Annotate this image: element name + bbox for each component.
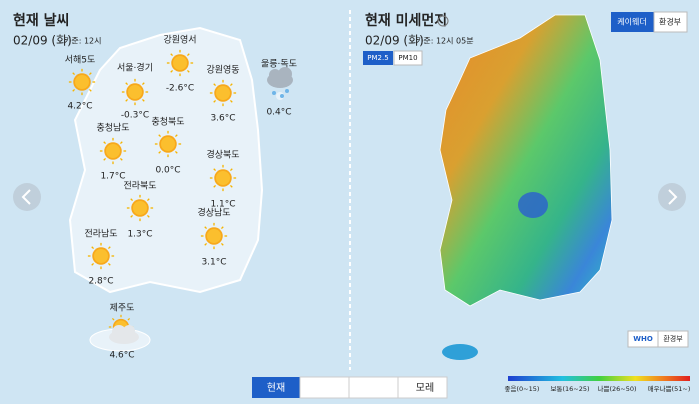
region-temp: 1.7°C xyxy=(100,172,125,182)
region-temp: 0.0°C xyxy=(155,166,180,176)
region-temp: 4.6°C xyxy=(109,351,134,361)
weather-icon xyxy=(68,68,96,96)
legend-label: 좋음(0~15) xyxy=(505,385,540,393)
region-temp: 1.3°C xyxy=(127,230,152,240)
region-name: 충청북도 xyxy=(151,117,184,128)
weather-title: 현재 날씨 xyxy=(13,13,69,29)
region-temp: 3.6°C xyxy=(210,114,235,124)
day-tab-active[interactable] xyxy=(252,377,300,398)
region-name: 울릉·독도 xyxy=(261,59,297,70)
region-name: 강원영서 xyxy=(163,35,196,46)
prev-arrow[interactable] xyxy=(13,183,41,211)
region-temp: 4.2°C xyxy=(67,102,92,112)
region-name: 서해5도 xyxy=(65,55,96,66)
region-name: 전라북도 xyxy=(123,181,156,192)
region-temp: 1.1°C xyxy=(210,200,235,210)
weather-date: 02/09 (화) xyxy=(13,34,72,48)
pm-tab-bg[interactable] xyxy=(393,50,423,66)
dust-title: 현재 미세먼지 xyxy=(365,12,447,29)
pm-tab-active[interactable] xyxy=(363,51,393,65)
standard-btn[interactable]: 환경부 xyxy=(663,334,683,343)
dust-date: 02/09 (화) xyxy=(365,34,424,48)
weather-basis: 기준: 12시 xyxy=(64,37,102,46)
pm-tab[interactable]: PM10 xyxy=(398,54,417,62)
legend-label: 나쁨(26~50) xyxy=(597,384,636,393)
day-tab-bg[interactable] xyxy=(397,376,448,399)
region-temp: 0.4°C xyxy=(266,108,291,118)
source-btn-active[interactable] xyxy=(611,12,654,32)
dust-map xyxy=(439,14,613,307)
day-tab-bg[interactable] xyxy=(299,376,350,399)
prev-arrow-icon xyxy=(21,189,31,205)
day-tab[interactable]: 모레 xyxy=(416,382,434,394)
source-btn[interactable]: 환경부 xyxy=(659,17,681,27)
weather-icon xyxy=(108,314,139,344)
weather-icon xyxy=(267,67,293,98)
region-name: 전라남도 xyxy=(84,229,117,240)
region-name: 경상북도 xyxy=(206,149,239,161)
region-temp: -0.3°C xyxy=(121,111,149,121)
dust-hotspot xyxy=(518,192,548,218)
region-temp: 3.1°C xyxy=(201,258,226,268)
region-name: 서울·경기 xyxy=(117,62,153,74)
next-arrow-icon xyxy=(668,189,678,205)
region-name: 강원영동 xyxy=(206,65,239,76)
region-name: 경상남도 xyxy=(197,207,230,219)
standard-btn-bg[interactable] xyxy=(657,330,689,348)
region-name: 충청남도 xyxy=(96,123,129,134)
jeju-dust xyxy=(442,344,478,360)
land-map xyxy=(68,26,264,294)
region-temp: 2.8°C xyxy=(88,277,113,287)
dust-basis: 기준: 12시 05분 xyxy=(416,37,474,46)
standard-btn[interactable]: WHO xyxy=(633,335,653,343)
legend-bar xyxy=(508,376,690,381)
day-tab-bg[interactable] xyxy=(348,376,399,399)
day-tab[interactable]: 현재 xyxy=(267,382,285,394)
source-btn[interactable]: 케이웨더 xyxy=(617,17,646,27)
legend-label: 매우나쁨(51~) xyxy=(648,384,691,393)
pm-tab[interactable]: PM2.5 xyxy=(367,54,388,62)
info-icon[interactable] xyxy=(437,15,449,27)
region-temp: -2.6°C xyxy=(166,84,194,94)
source-btn-bg[interactable] xyxy=(653,11,688,33)
region-name: 제주도 xyxy=(110,303,135,314)
region-list: 서해5도 4.2°C 서울·경기 -0.3°C 강원영서 -2.6°C 강원영동… xyxy=(65,35,297,361)
legend-label: 보통(16~25) xyxy=(550,385,589,393)
next-arrow[interactable] xyxy=(658,183,686,211)
